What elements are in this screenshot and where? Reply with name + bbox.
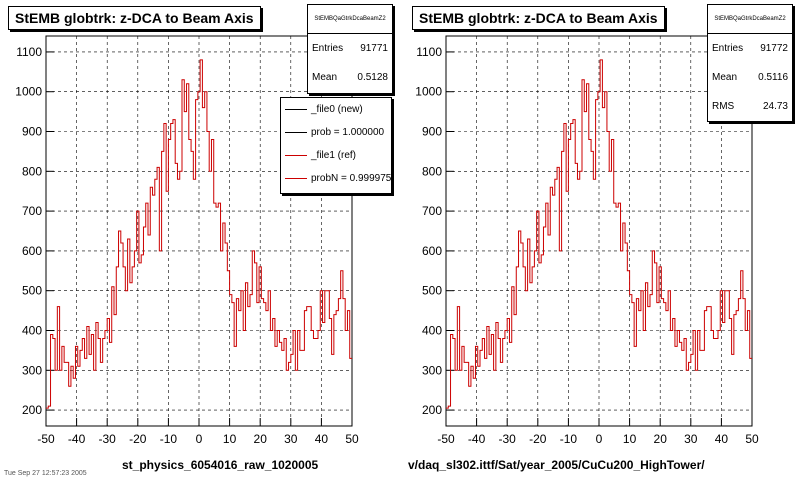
- left-entries-label: Entries: [312, 43, 344, 54]
- right-chart-title: StEMB globtrk: z-DCA to Beam Axis: [412, 6, 665, 30]
- right-mean-value: 0.5116: [758, 72, 788, 83]
- left-x-axis-title: st_physics_6054016_raw_1020005: [122, 458, 319, 472]
- y-tick-label: 500: [22, 284, 42, 298]
- y-tick-label: 900: [22, 125, 42, 139]
- y-tick-label: 1100: [16, 45, 42, 59]
- right-rms-label: RMS: [712, 101, 735, 112]
- right-rms-value: 24.73: [762, 101, 788, 112]
- y-tick-label: 700: [22, 204, 42, 218]
- legend-entry-file0: _file0 (new): [281, 98, 391, 121]
- x-tick-label: 0: [196, 432, 203, 446]
- right-stats-name: StEMBQaGtrkDcaBeamZ2: [708, 5, 792, 34]
- y-tick-label: 300: [422, 363, 442, 377]
- y-tick-label: 800: [422, 164, 442, 178]
- legend-entry-probn: probN = 0.999975: [281, 167, 391, 190]
- x-tick-label: -20: [529, 432, 547, 446]
- x-tick-label: -40: [468, 432, 486, 446]
- chart-1: -50 -40 -30 -20 -10 0 10 20 30 40 50 200 300 400 500 60…: [415, 35, 759, 446]
- x-tick-label: 0: [596, 432, 603, 446]
- x-tick-label: -10: [160, 432, 178, 446]
- left-stats-name: StEMBQaGtrkDcaBeamZ2: [308, 5, 392, 34]
- x-tick-label: -50: [437, 432, 455, 446]
- y-tick-label: 400: [422, 323, 442, 337]
- x-tick-label: 40: [715, 432, 729, 446]
- left-mean-label: Mean: [312, 72, 338, 83]
- y-tick-label: 500: [422, 284, 442, 298]
- x-tick-label: -20: [129, 432, 147, 446]
- x-tick-label: 20: [654, 432, 668, 446]
- left-legend: _file0 (new) prob = 1.000000 _file1 (ref…: [280, 97, 392, 194]
- right-stats-box: StEMBQaGtrkDcaBeamZ2 Entries 91772 Mean 0.…: [707, 4, 793, 122]
- right-entries-label: Entries: [712, 43, 744, 54]
- legend-entry-prob: prob = 1.000000: [281, 121, 391, 144]
- left-stats-box: StEMBQaGtrkDcaBeamZ2 Entries 91771 Mean 0.…: [307, 4, 393, 94]
- x-tick-label: 20: [254, 432, 268, 446]
- y-tick-label: 200: [22, 403, 42, 417]
- x-tick-label: 30: [284, 432, 298, 446]
- x-tick-label: 40: [315, 432, 329, 446]
- x-tick-label: 10: [623, 432, 637, 446]
- x-tick-label: -30: [99, 432, 117, 446]
- right-mean-label: Mean: [712, 72, 738, 83]
- y-tick-label: 200: [422, 403, 442, 417]
- y-tick-label: 600: [422, 244, 442, 258]
- y-tick-label: 800: [22, 164, 42, 178]
- y-tick-label: 1100: [416, 45, 442, 59]
- y-tick-label: 1000: [15, 85, 42, 99]
- x-tick-label: 30: [684, 432, 698, 446]
- x-tick-label: -30: [499, 432, 517, 446]
- histogram-series-0: [46, 59, 352, 409]
- right-x-axis-title: v/daq_sl302.ittf/Sat/year_2005/CuCu200_H…: [408, 458, 705, 472]
- y-tick-label: 1000: [415, 85, 442, 99]
- right-entries-value: 91772: [760, 43, 788, 54]
- y-tick-label: 700: [422, 204, 442, 218]
- x-tick-label: -50: [37, 432, 55, 446]
- left-chart-title: StEMB globtrk: z-DCA to Beam Axis: [8, 6, 261, 30]
- x-tick-label: -40: [68, 432, 86, 446]
- y-tick-label: 300: [22, 363, 42, 377]
- x-tick-label: 50: [745, 432, 759, 446]
- footer-timestamp: Tue Sep 27 12:57:23 2005: [4, 470, 87, 477]
- left-entries-value: 91771: [360, 43, 388, 54]
- y-tick-label: 900: [422, 125, 442, 139]
- x-tick-label: 50: [345, 432, 359, 446]
- left-mean-value: 0.5128: [357, 72, 388, 83]
- x-tick-label: 10: [223, 432, 237, 446]
- y-tick-label: 400: [22, 323, 42, 337]
- legend-entry-file1: _file1 (ref): [281, 144, 391, 167]
- y-tick-label: 600: [22, 244, 42, 258]
- x-tick-label: -10: [560, 432, 578, 446]
- histogram-series-0: [446, 59, 752, 409]
